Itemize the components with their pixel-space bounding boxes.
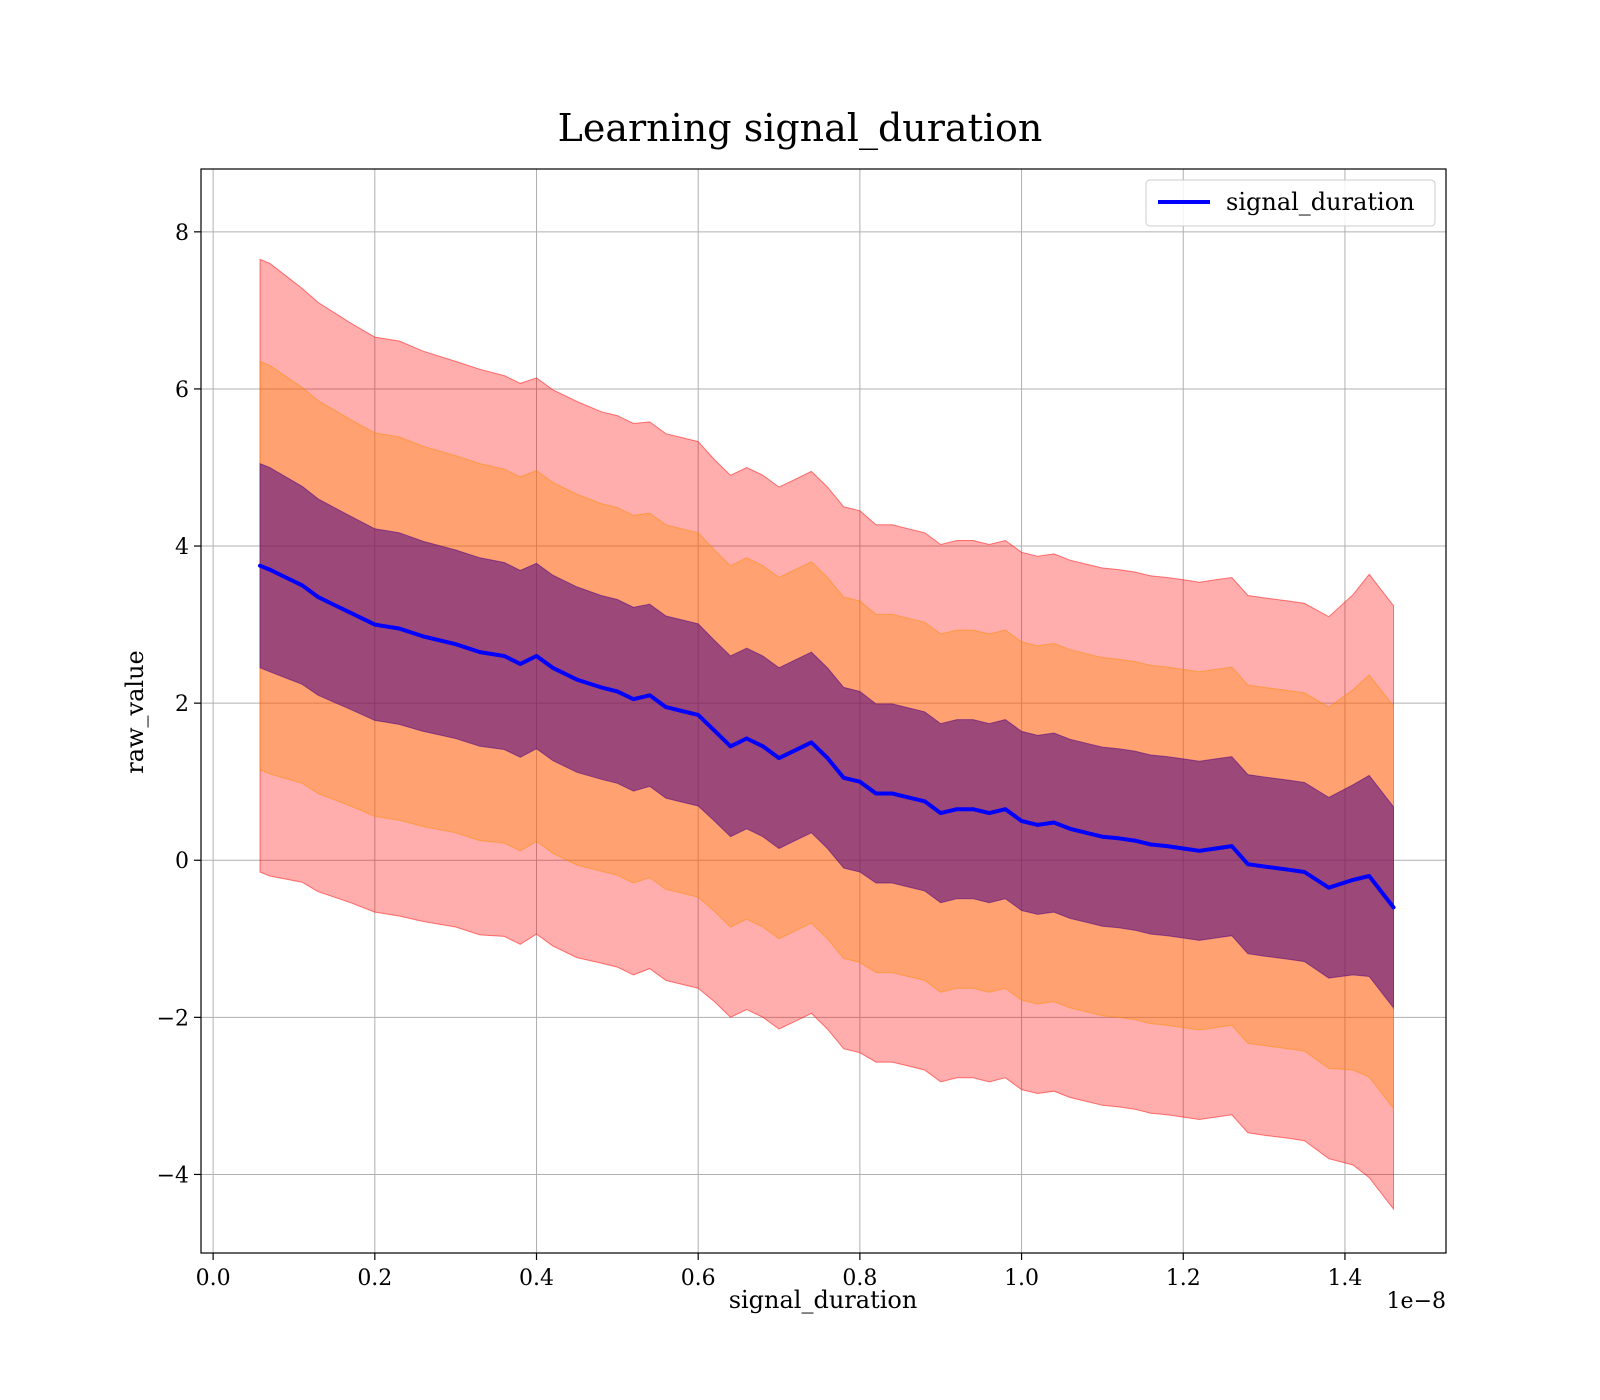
- series-point: [1165, 844, 1169, 848]
- y-tick-label: 6: [175, 378, 189, 403]
- series-point: [874, 791, 878, 796]
- series-point: [841, 776, 846, 780]
- series-point: [955, 807, 959, 811]
- series-point: [696, 713, 700, 717]
- series-point: [1019, 819, 1024, 823]
- series-point: [1116, 836, 1121, 841]
- legend: signal_duration: [1145, 179, 1436, 227]
- series-point: [300, 583, 304, 588]
- series-point: [599, 685, 603, 690]
- series-point: [1003, 807, 1008, 811]
- series-lines: [258, 563, 1396, 910]
- series-point: [453, 642, 458, 646]
- series-point: [478, 650, 482, 654]
- y-axis-label: raw_value: [121, 650, 149, 774]
- y-tick-label: 2: [175, 692, 189, 717]
- confidence-bands: [259, 258, 1394, 1211]
- x-tick-label: 1.2: [1166, 1266, 1201, 1291]
- series-point: [1351, 878, 1355, 882]
- series-point: [744, 736, 749, 741]
- series-point: [534, 654, 539, 658]
- series-point: [502, 654, 507, 658]
- series-point: [1197, 849, 1202, 853]
- series-point: [397, 626, 401, 631]
- series-point: [809, 740, 814, 745]
- legend-label-signal-duration: signal_duration: [1226, 188, 1415, 216]
- y-tick-label: 4: [175, 535, 189, 560]
- series-point: [728, 744, 733, 749]
- series-point: [267, 567, 272, 572]
- series-point: [825, 756, 830, 760]
- series-point: [1262, 864, 1266, 869]
- series-point: [647, 693, 652, 698]
- series-point: [631, 697, 636, 701]
- series-point: [332, 603, 337, 607]
- series-point: [761, 744, 765, 749]
- series-point: [550, 666, 555, 670]
- x-tick-label: 0.2: [357, 1266, 392, 1291]
- series-point: [575, 677, 579, 682]
- y-tick-label: 0: [175, 849, 189, 874]
- x-axis-label: signal_duration: [729, 1286, 918, 1314]
- series-point: [1391, 905, 1396, 910]
- series-point: [348, 611, 353, 615]
- series-point: [1068, 827, 1072, 831]
- series-point: [421, 634, 426, 639]
- series-point: [284, 575, 288, 580]
- series-point: [777, 756, 781, 760]
- series-point: [890, 791, 894, 796]
- series-point: [1367, 874, 1371, 878]
- series-point: [258, 563, 262, 568]
- series-point: [1213, 846, 1218, 851]
- x-tick-label: 0.0: [196, 1266, 231, 1291]
- series-point: [1246, 862, 1250, 866]
- y-tick-label: −4: [157, 1163, 189, 1188]
- x-axis-offset-label: 1e−8: [1387, 1289, 1446, 1314]
- series-point: [1286, 867, 1291, 872]
- series-point: [680, 709, 684, 713]
- x-tick-label: 0.6: [681, 1266, 716, 1291]
- series-point: [1100, 834, 1105, 839]
- series-point: [1302, 870, 1307, 874]
- band-1-sigma: [259, 462, 1394, 1010]
- series-point: [1133, 838, 1137, 843]
- x-tick-label: 1.0: [1004, 1266, 1039, 1291]
- series-point: [906, 795, 911, 800]
- series-point: [1327, 885, 1331, 890]
- series-point: [1084, 831, 1088, 835]
- y-axis: −4 −2 0 2 4 6 8: [157, 221, 201, 1188]
- x-tick-label: 0.4: [519, 1266, 554, 1291]
- x-tick-label: 0.8: [842, 1266, 877, 1291]
- legend-box: [1145, 179, 1436, 227]
- chart-title: Learning signal_duration: [558, 106, 1043, 151]
- series-point: [712, 728, 717, 733]
- series-point: [793, 748, 797, 753]
- x-tick-label: 1.4: [1327, 1266, 1362, 1291]
- series-point: [938, 811, 943, 815]
- series-point: [1230, 844, 1234, 848]
- series-point: [316, 595, 321, 599]
- series-point: [922, 799, 927, 804]
- y-tick-label: −2: [157, 1006, 189, 1031]
- series-point: [518, 662, 523, 666]
- series-point: [615, 689, 620, 694]
- series-point: [1035, 823, 1040, 827]
- plot-frame: [200, 168, 1447, 1254]
- series-point: [373, 622, 377, 627]
- series-point: [1149, 842, 1153, 847]
- y-tick-label: 8: [175, 221, 189, 246]
- x-axis: 0.0 0.2 0.4 0.6 0.8 1.0 1.2 1.4: [196, 1253, 1362, 1291]
- series-point: [971, 807, 975, 811]
- series-point: [664, 705, 668, 709]
- series-point: [1052, 820, 1056, 825]
- series-point: [987, 811, 991, 815]
- series-point: [858, 779, 862, 784]
- series-point: [1181, 846, 1186, 851]
